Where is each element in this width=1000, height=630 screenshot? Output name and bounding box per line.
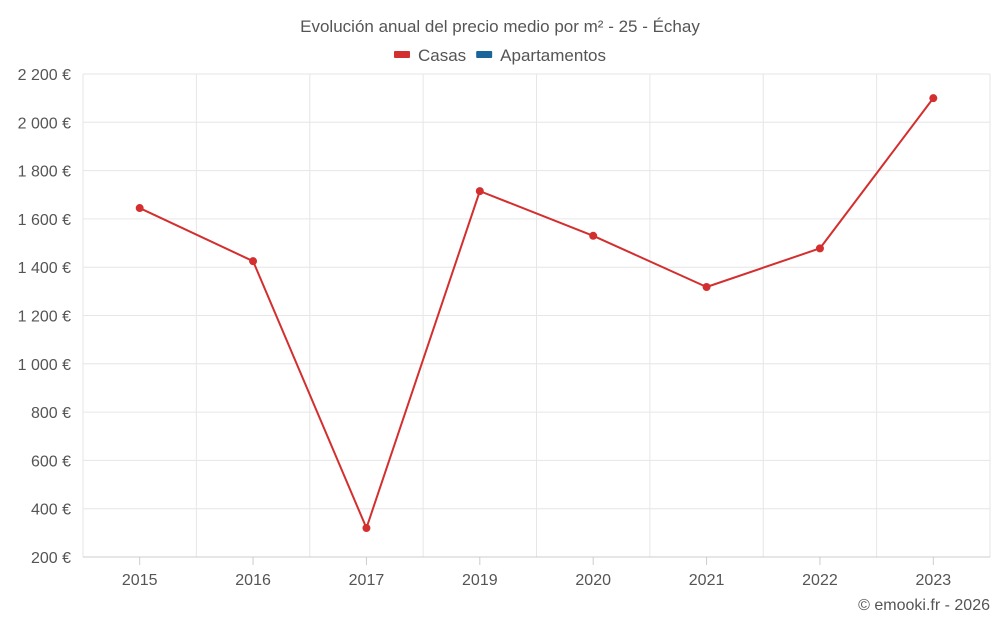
data-point[interactable] xyxy=(475,187,484,196)
x-tick-label: 2020 xyxy=(575,572,611,589)
data-point[interactable] xyxy=(135,204,144,213)
data-point[interactable] xyxy=(702,283,711,292)
data-point[interactable] xyxy=(249,257,258,266)
grid xyxy=(82,73,991,557)
legend-swatch xyxy=(393,51,410,58)
x-tick-label: 2023 xyxy=(916,572,952,589)
data-point[interactable] xyxy=(362,524,371,533)
y-tick-label: 1 800 € xyxy=(18,164,71,181)
legend-label: Casas xyxy=(418,46,466,65)
x-tick-label: 2015 xyxy=(122,572,158,589)
y-axis: 200 € 400 € 600 € 800 € 1 000 € 1 200 € 1 400 … xyxy=(18,67,71,567)
legend-item-apartamentos[interactable]: Apartamentos xyxy=(476,46,606,65)
series-line-casas xyxy=(139,97,935,530)
y-tick-label: 2 000 € xyxy=(18,115,71,132)
x-tick-label: 2021 xyxy=(689,572,725,589)
y-tick-label: 400 € xyxy=(31,502,71,519)
x-axis: 2015 2016 2017 2019 2020 2021 2022 2023 xyxy=(83,556,990,589)
x-tick-label: 2019 xyxy=(462,572,498,589)
y-tick-label: 600 € xyxy=(31,453,71,470)
credit-text: © emooki.fr - 2026 xyxy=(858,597,990,614)
legend-swatch xyxy=(476,51,493,58)
y-tick-label: 200 € xyxy=(31,550,71,567)
x-tick-label: 2022 xyxy=(802,572,838,589)
data-point[interactable] xyxy=(929,94,938,103)
y-tick-label: 1 200 € xyxy=(18,309,71,326)
x-tick-label: 2017 xyxy=(349,572,385,589)
y-tick-label: 1 400 € xyxy=(18,260,71,277)
legend: Casas Apartamentos xyxy=(393,46,606,65)
y-tick-label: 800 € xyxy=(31,405,71,422)
chart-title: Evolución anual del precio medio por m² … xyxy=(300,17,700,36)
legend-item-casas[interactable]: Casas xyxy=(393,46,466,65)
data-point[interactable] xyxy=(815,244,824,253)
series-layer xyxy=(135,94,938,533)
data-point[interactable] xyxy=(589,231,598,240)
y-tick-label: 2 200 € xyxy=(18,67,71,84)
legend-label: Apartamentos xyxy=(500,46,606,65)
y-tick-label: 1 600 € xyxy=(18,212,71,229)
y-tick-label: 1 000 € xyxy=(18,357,71,374)
x-tick-label: 2016 xyxy=(235,572,271,589)
